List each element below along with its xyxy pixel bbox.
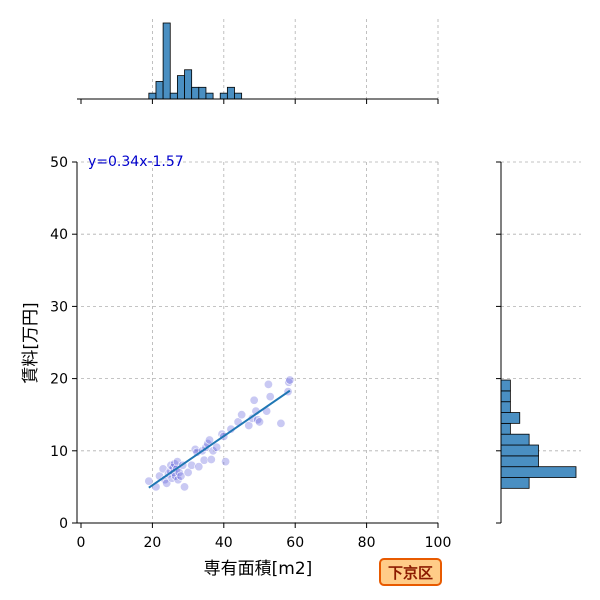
- scatter-point: [194, 462, 204, 472]
- scatter-point: [276, 418, 286, 428]
- x-tick-label: 80: [358, 535, 376, 551]
- x-tick-label: 20: [143, 535, 161, 551]
- y-histogram-bar: [500, 379, 511, 392]
- x-histogram-bar: [234, 92, 243, 100]
- y-tick-label: 0: [59, 516, 68, 532]
- x-histogram-bar: [148, 92, 157, 100]
- y-histogram-bar: [500, 412, 521, 424]
- regression-line: [148, 389, 291, 489]
- x-axis-label: 専有面積[m2]: [204, 559, 313, 579]
- x-histogram-bar: [184, 69, 193, 100]
- scatter-point: [176, 471, 186, 481]
- y-histogram-bar: [500, 466, 577, 478]
- y-tick-label: 40: [50, 227, 68, 243]
- scatter-point: [265, 392, 275, 402]
- scatter-point: [173, 475, 183, 485]
- scatter-points: [144, 375, 295, 492]
- y-histogram-bar: [500, 422, 511, 435]
- y-tick-label: 20: [50, 372, 68, 388]
- y-histogram-bar: [500, 433, 530, 446]
- scatter-point: [208, 446, 218, 456]
- y-histogram-bar: [500, 444, 539, 457]
- y-histogram-bar: [500, 455, 539, 468]
- x-histogram-bar: [155, 81, 164, 100]
- y-ticks: 0 10 20 30 40 50: [50, 155, 77, 532]
- scatter-point: [255, 417, 265, 427]
- scatter-point: [144, 476, 154, 486]
- x-histogram-bar: [191, 86, 200, 100]
- y-axis-label: 賃料[万円]: [21, 302, 41, 383]
- scatter-point: [249, 395, 259, 405]
- x-tick-label: 100: [425, 535, 452, 551]
- y-marginal-ticks: [496, 161, 501, 524]
- region-badge-box: [379, 558, 442, 586]
- scatter-point: [206, 454, 216, 464]
- y-histogram-bar: [500, 390, 511, 403]
- y-tick-label: 50: [50, 155, 68, 171]
- scatter-point: [237, 410, 247, 420]
- x-marginal-bars: [148, 22, 243, 100]
- y-marginal-bars: [500, 379, 577, 489]
- scatter-plot: 0 20 40 60 80 100 0 10 20 30 40 50 y=0.34x-1.57 専有…: [21, 154, 451, 579]
- x-marginal-grid: [151, 19, 439, 99]
- x-tick-label: 0: [77, 535, 86, 551]
- x-histogram-bar: [205, 92, 214, 100]
- regression-equation: y=0.34x-1.57: [88, 154, 184, 170]
- y-histogram-bar: [500, 401, 511, 413]
- x-ticks: 0 20 40 60 80 100: [77, 523, 452, 551]
- region-badge: 下京区: [379, 558, 442, 586]
- x-histogram-bar: [198, 86, 207, 100]
- scatter-point: [183, 467, 193, 477]
- scatter-point: [221, 457, 231, 467]
- scatter-point: [180, 482, 190, 492]
- y-tick-label: 30: [50, 299, 68, 315]
- y-histogram-bar: [500, 477, 530, 489]
- scatter-point: [187, 460, 197, 470]
- scatter-point: [172, 457, 182, 467]
- x-histogram-bar: [162, 22, 171, 100]
- x-marginal-ticks: [80, 99, 439, 104]
- x-histogram-bar: [176, 75, 185, 100]
- x-tick-label: 40: [215, 535, 233, 551]
- y-tick-label: 10: [50, 444, 68, 460]
- scatter-point: [199, 455, 209, 465]
- scatter-point: [244, 421, 254, 431]
- x-tick-label: 60: [286, 535, 304, 551]
- scatter-point: [285, 375, 295, 385]
- main-grid: [81, 161, 439, 523]
- x-histogram-bar: [226, 86, 235, 100]
- x-histogram-bar: [219, 92, 228, 100]
- x-histogram-bar: [169, 92, 178, 100]
- scatter-point: [212, 442, 222, 452]
- y-marginal-grid: [501, 161, 581, 452]
- y-marginal-histogram: [496, 161, 581, 524]
- x-marginal-histogram: [77, 19, 439, 104]
- scatter-point: [263, 379, 273, 389]
- scatter-point: [205, 435, 215, 445]
- region-badge-label: 下京区: [388, 564, 433, 582]
